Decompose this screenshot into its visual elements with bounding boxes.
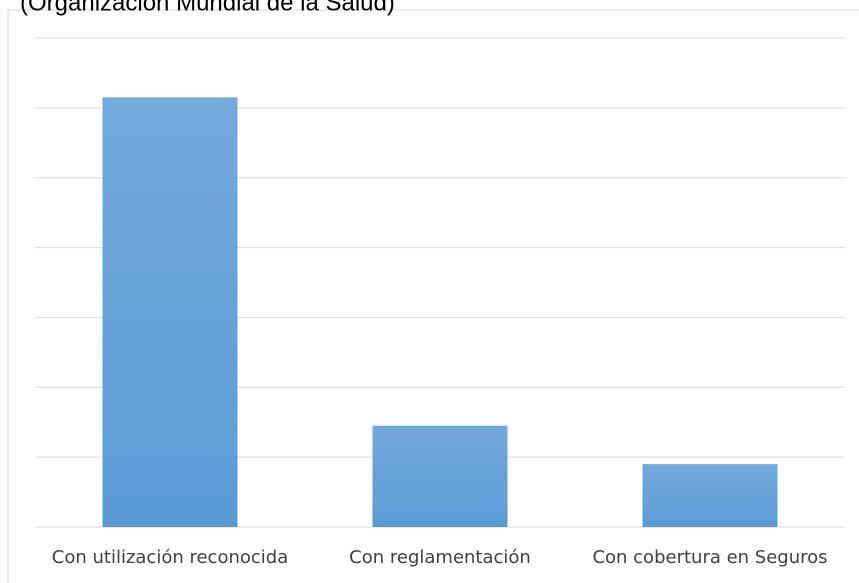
x-tick-label: Con utilización reconocida xyxy=(52,547,288,568)
x-tick-label: Con cobertura en Seguros xyxy=(592,547,827,568)
x-tick-label: Con reglamentación xyxy=(349,547,531,568)
chart-title: (Organización Mundial de la Salud) xyxy=(20,0,395,16)
bar xyxy=(372,425,508,527)
bar xyxy=(642,464,778,527)
bar xyxy=(102,97,238,527)
